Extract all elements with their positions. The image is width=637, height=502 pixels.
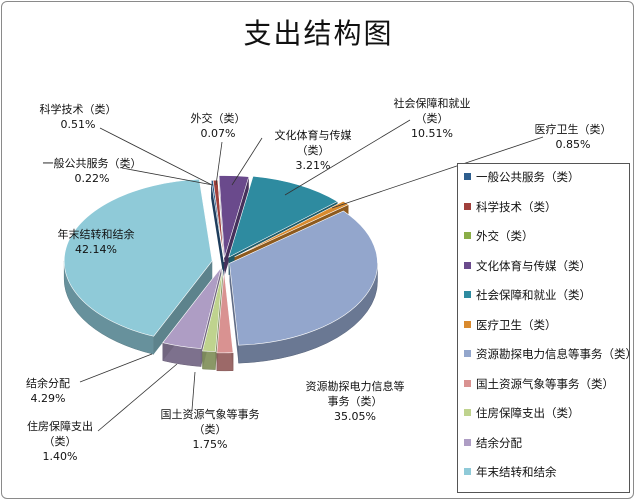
leader-line	[99, 127, 213, 186]
legend-swatch	[464, 468, 471, 475]
data-label-name: （类）	[297, 143, 330, 157]
leader-line	[97, 363, 178, 432]
legend-swatch	[464, 291, 471, 298]
legend-label: 一般公共服务（类）	[476, 170, 580, 184]
legend-swatch	[464, 439, 471, 446]
legend-label: 住房保障支出（类）	[476, 406, 580, 420]
legend-label: 文化体育与传媒（类）	[476, 259, 591, 273]
data-label-name: 住房保障支出	[27, 419, 93, 433]
leader-line	[79, 353, 153, 383]
legend-label: 结余分配	[476, 436, 522, 450]
data-label-name: （类）	[44, 434, 77, 448]
data-label-value: 35.05%	[334, 410, 376, 423]
pie-slice	[216, 270, 234, 354]
data-label-value: 0.85%	[556, 138, 591, 151]
pie-slice	[217, 179, 225, 263]
legend-label: 医疗卫生（类）	[476, 318, 557, 332]
pie-slice	[162, 267, 222, 349]
leader-line	[121, 167, 214, 186]
pie-slice	[202, 269, 223, 352]
legend-swatch	[464, 321, 471, 328]
data-label-value: 0.07%	[201, 127, 236, 140]
legend-label: 科学技术（类）	[476, 200, 557, 214]
data-label-name: （类）	[194, 422, 227, 436]
legend-swatch	[464, 203, 471, 210]
data-label-name: 一般公共服务（类）	[43, 156, 142, 170]
data-label-name: 国土资源气象等事务	[161, 407, 260, 421]
leader-line	[231, 137, 263, 186]
leader-line	[215, 141, 223, 186]
chart-title: 支出结构图	[243, 17, 394, 50]
data-label-value: 0.51%	[61, 118, 96, 131]
data-label-value: 42.14%	[75, 243, 117, 256]
legend-swatch	[464, 232, 471, 239]
legend-swatch	[464, 262, 471, 269]
data-label-name: 社会保障和就业	[394, 96, 471, 110]
legend-label: 外交（类）	[476, 229, 534, 243]
data-label-value: 1.40%	[43, 450, 78, 463]
data-label-value: 4.29%	[31, 392, 66, 405]
legend-swatch	[464, 173, 471, 180]
data-label-name: 医疗卫生（类）	[535, 122, 612, 136]
data-label-value: 1.75%	[193, 438, 228, 451]
pie-slice	[229, 210, 378, 346]
pie-slice	[63, 178, 213, 337]
data-label-name: 事务（类）	[328, 394, 383, 408]
data-label-name: 科学技术（类）	[40, 102, 117, 116]
legend: 一般公共服务（类） 科学技术（类） 外交（类） 文化体育与传媒（类） 社会保障和就业（类…	[457, 163, 637, 493]
legend-swatch	[464, 380, 471, 387]
data-label-name: 外交（类）	[191, 111, 246, 125]
legend-label: 资源勘探电力信息等事务（类）	[476, 347, 637, 361]
data-label-name: 结余分配	[26, 376, 70, 390]
legend-label: 国土资源气象等事务（类）	[476, 377, 614, 391]
data-label-name: 年末结转和结余	[58, 227, 135, 241]
data-label-value: 0.22%	[75, 172, 110, 185]
leader-line	[284, 119, 411, 196]
data-label-value: 10.51%	[411, 127, 453, 140]
pie-slice	[218, 175, 250, 258]
data-label-name: 文化体育与传媒	[275, 128, 352, 142]
pie-slice	[228, 175, 339, 258]
leader-line	[331, 136, 544, 209]
pie-slice	[234, 200, 350, 258]
data-label-name: 资源勘探电力信息等	[306, 379, 405, 393]
legend-swatch	[464, 409, 471, 416]
data-label-value: 3.21%	[296, 159, 331, 172]
leader-line	[191, 371, 196, 411]
legend-label: 年末结转和结余	[476, 465, 557, 479]
legend-label: 社会保障和就业（类）	[476, 288, 591, 302]
data-label-name: （类）	[416, 111, 449, 125]
legend-swatch	[464, 350, 471, 357]
